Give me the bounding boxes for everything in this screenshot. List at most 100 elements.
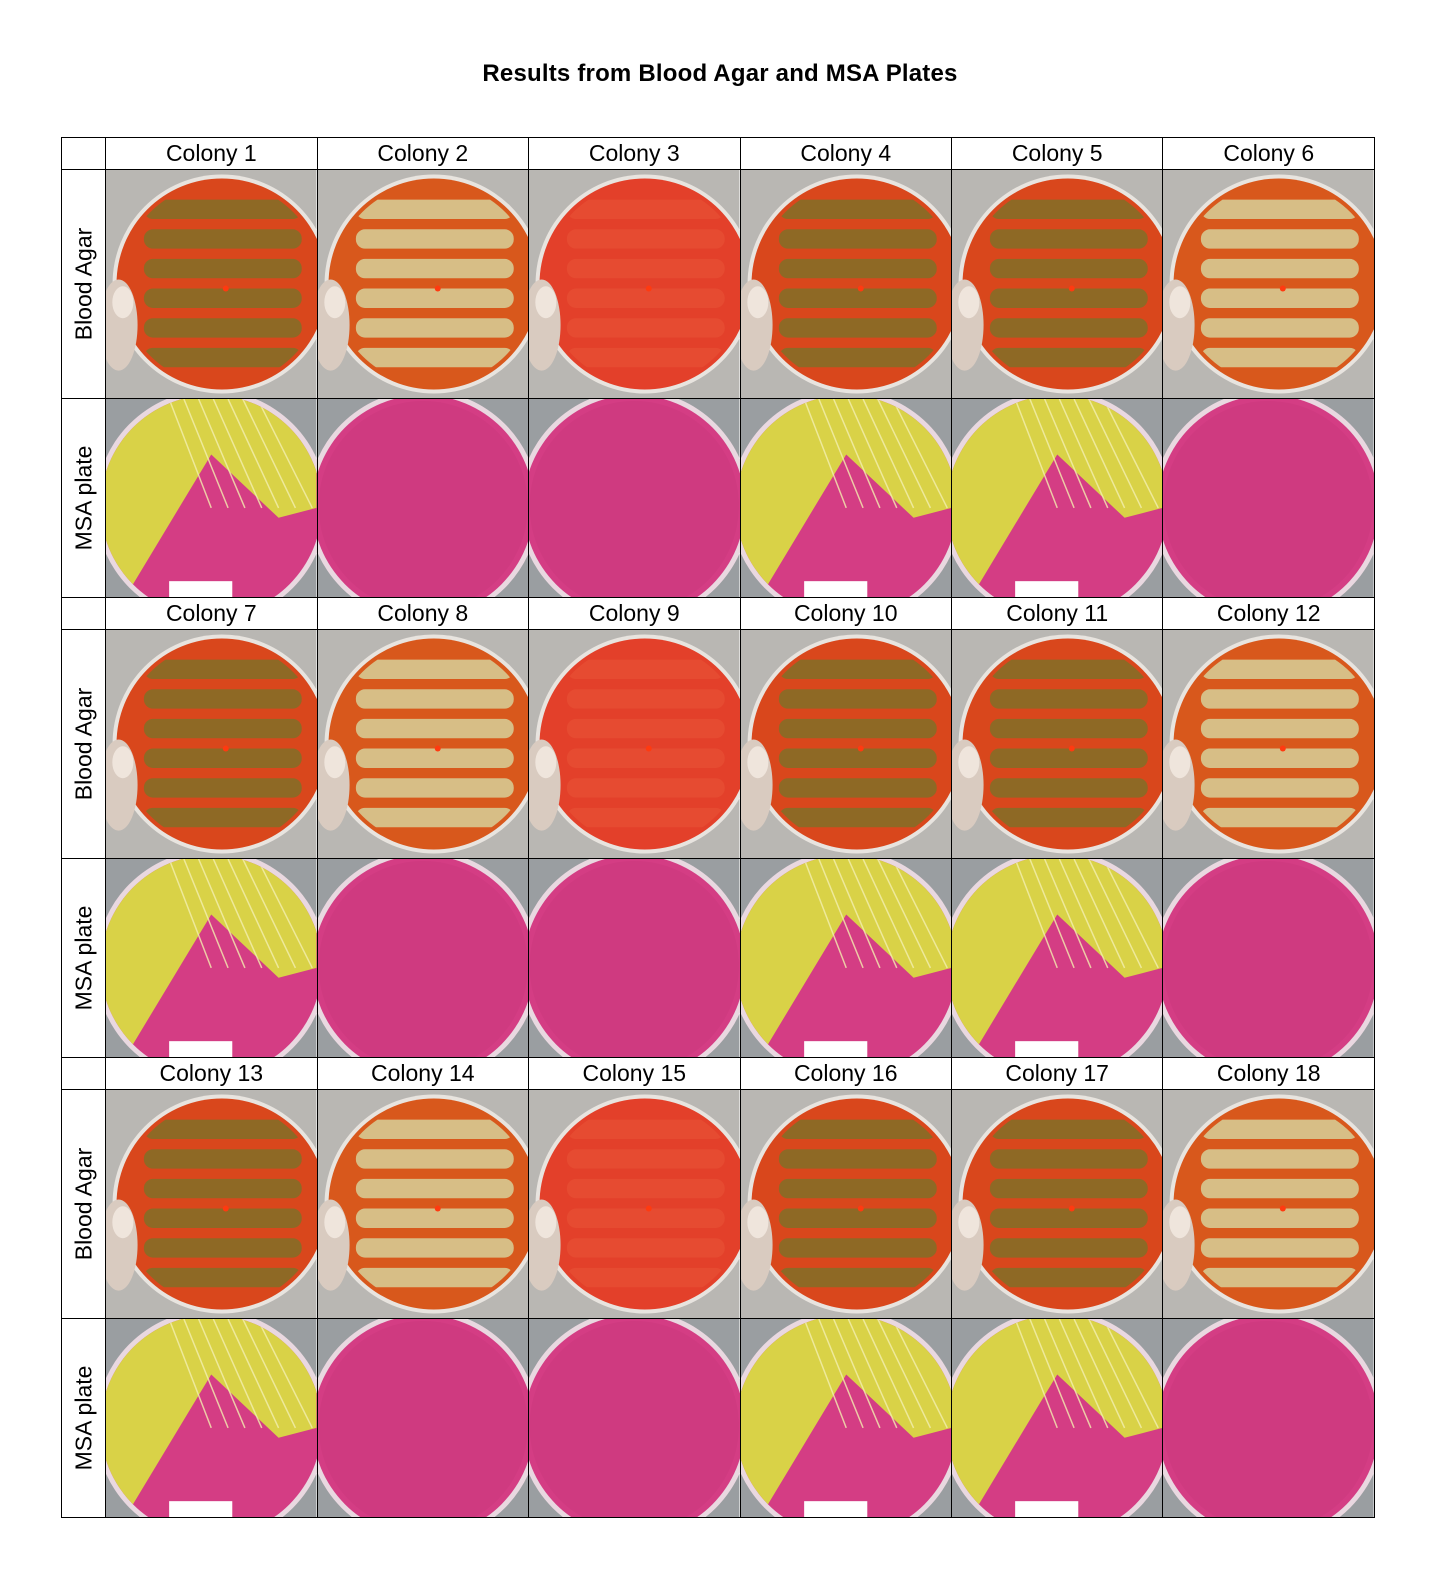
blood-agar-plate bbox=[105, 1089, 318, 1319]
row-label-cell: MSA plate bbox=[60, 398, 107, 598]
msa-plate-image bbox=[529, 1319, 739, 1517]
blood-agar-plate bbox=[1162, 1089, 1375, 1319]
blood-agar-plate bbox=[950, 169, 1164, 399]
blood-agar-plate-image bbox=[529, 1090, 739, 1318]
msa-plate-row: MSA plate bbox=[60, 1318, 1375, 1518]
blood-agar-plate-image bbox=[318, 1090, 528, 1318]
row-label-cell: Blood Agar bbox=[60, 629, 107, 859]
colony-header: Colony 9 bbox=[528, 597, 741, 630]
row-label: MSA plate bbox=[70, 445, 97, 551]
msa-plate-image bbox=[106, 399, 317, 597]
msa-plate-image bbox=[741, 399, 951, 597]
msa-plate-image bbox=[318, 1319, 528, 1517]
row-label-cell: Blood Agar bbox=[60, 169, 107, 399]
header-row: Colony 7 Colony 8 Colony 9 Colony 10 Colony … bbox=[60, 597, 1375, 630]
blood-agar-plate-image bbox=[741, 170, 951, 398]
blood-agar-plate-image bbox=[1163, 630, 1374, 858]
colony-header: Colony 5 bbox=[950, 137, 1164, 170]
blood-agar-plate bbox=[1162, 169, 1375, 399]
msa-plate bbox=[739, 398, 952, 598]
corner-cell bbox=[60, 1057, 107, 1090]
blood-agar-plate-image bbox=[952, 170, 1162, 398]
colony-header: Colony 7 bbox=[105, 597, 318, 630]
colony-header: Colony 6 bbox=[1162, 137, 1375, 170]
header-row: Colony 13 Colony 14 Colony 15 Colony 16 Colo… bbox=[60, 1057, 1375, 1090]
blood-agar-row: Blood Agar bbox=[60, 629, 1375, 859]
msa-plate-image bbox=[1163, 1319, 1374, 1517]
blood-agar-plate bbox=[950, 1089, 1164, 1319]
blood-agar-plate bbox=[528, 169, 741, 399]
msa-plate bbox=[950, 858, 1164, 1058]
msa-plate bbox=[1162, 858, 1375, 1058]
msa-plate bbox=[528, 1318, 741, 1518]
blood-agar-plate bbox=[105, 629, 318, 859]
msa-plate bbox=[316, 398, 530, 598]
msa-plate bbox=[105, 1318, 318, 1518]
corner-cell bbox=[60, 137, 107, 170]
colony-header: Colony 8 bbox=[316, 597, 530, 630]
msa-plate-image bbox=[741, 859, 951, 1057]
colony-header: Colony 11 bbox=[950, 597, 1164, 630]
msa-plate bbox=[1162, 1318, 1375, 1518]
blood-agar-plate-image bbox=[106, 1090, 317, 1318]
colony-header: Colony 4 bbox=[739, 137, 952, 170]
blood-agar-plate bbox=[528, 629, 741, 859]
page-title: Results from Blood Agar and MSA Plates bbox=[482, 60, 958, 87]
blood-agar-plate bbox=[739, 1089, 952, 1319]
row-label: Blood Agar bbox=[70, 1147, 97, 1261]
blood-agar-row: Blood Agar bbox=[60, 1089, 1375, 1319]
colony-header: Colony 18 bbox=[1162, 1057, 1375, 1090]
msa-plate bbox=[950, 398, 1164, 598]
blood-agar-plate bbox=[105, 169, 318, 399]
msa-plate-image bbox=[529, 399, 739, 597]
colony-header: Colony 3 bbox=[528, 137, 741, 170]
msa-plate bbox=[950, 1318, 1164, 1518]
blood-agar-plate-image bbox=[318, 170, 528, 398]
msa-plate bbox=[316, 1318, 530, 1518]
msa-plate bbox=[528, 858, 741, 1058]
msa-plate-image bbox=[318, 399, 528, 597]
header-row: Colony 1 Colony 2 Colony 3 Colony 4 Colony 5… bbox=[60, 137, 1375, 170]
blood-agar-plate bbox=[316, 169, 530, 399]
colony-header: Colony 2 bbox=[316, 137, 530, 170]
corner-cell bbox=[60, 597, 107, 630]
row-label: Blood Agar bbox=[70, 227, 97, 341]
row-label-cell: Blood Agar bbox=[60, 1089, 107, 1319]
msa-plate-image bbox=[106, 859, 317, 1057]
blood-agar-plate-image bbox=[1163, 1090, 1374, 1318]
msa-plate-image bbox=[952, 859, 1162, 1057]
colony-header: Colony 1 bbox=[105, 137, 318, 170]
blood-agar-plate-image bbox=[741, 1090, 951, 1318]
blood-agar-row: Blood Agar bbox=[60, 169, 1375, 399]
blood-agar-plate bbox=[316, 1089, 530, 1319]
blood-agar-plate bbox=[528, 1089, 741, 1319]
colony-header: Colony 13 bbox=[105, 1057, 318, 1090]
msa-plate-image bbox=[1163, 859, 1374, 1057]
msa-plate-image bbox=[952, 399, 1162, 597]
msa-plate bbox=[1162, 398, 1375, 598]
colony-header: Colony 12 bbox=[1162, 597, 1375, 630]
blood-agar-plate bbox=[316, 629, 530, 859]
blood-agar-plate-image bbox=[106, 630, 317, 858]
blood-agar-plate-image bbox=[952, 630, 1162, 858]
colony-header: Colony 16 bbox=[739, 1057, 952, 1090]
row-label: MSA plate bbox=[70, 1365, 97, 1471]
msa-plate-row: MSA plate bbox=[60, 398, 1375, 598]
row-label-cell: MSA plate bbox=[60, 1318, 107, 1518]
blood-agar-plate-image bbox=[529, 170, 739, 398]
blood-agar-plate-image bbox=[106, 170, 317, 398]
blood-agar-plate bbox=[739, 629, 952, 859]
msa-plate bbox=[739, 1318, 952, 1518]
msa-plate bbox=[105, 398, 318, 598]
msa-plate bbox=[105, 858, 318, 1058]
msa-plate-image bbox=[741, 1319, 951, 1517]
blood-agar-plate bbox=[950, 629, 1164, 859]
blood-agar-plate bbox=[1162, 629, 1375, 859]
blood-agar-plate-image bbox=[318, 630, 528, 858]
msa-plate bbox=[739, 858, 952, 1058]
results-table: Colony 1 Colony 2 Colony 3 Colony 4 Colony 5… bbox=[60, 137, 1375, 1518]
blood-agar-plate bbox=[739, 169, 952, 399]
blood-agar-plate-image bbox=[952, 1090, 1162, 1318]
msa-plate-image bbox=[106, 1319, 317, 1517]
msa-plate-image bbox=[952, 1319, 1162, 1517]
